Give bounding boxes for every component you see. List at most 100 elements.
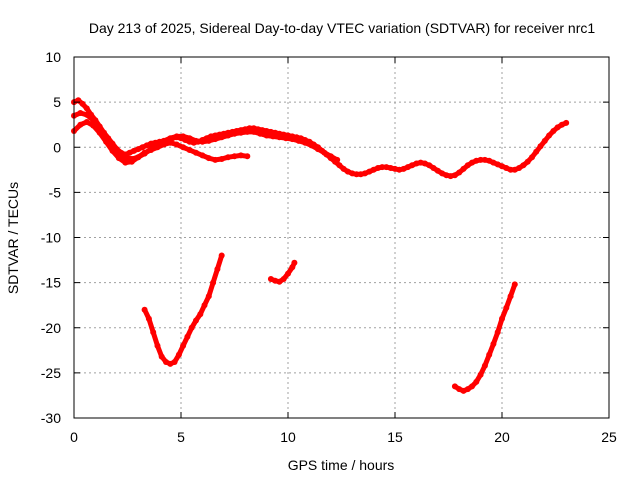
series-arc-6 bbox=[451, 281, 518, 394]
data-point bbox=[451, 383, 458, 390]
data-point bbox=[158, 353, 165, 360]
data-point bbox=[554, 124, 561, 131]
x-tick-label: 20 bbox=[494, 429, 510, 445]
data-point bbox=[340, 165, 347, 172]
data-point bbox=[456, 169, 463, 176]
data-point bbox=[321, 149, 328, 156]
data-point bbox=[90, 122, 97, 129]
data-point bbox=[537, 143, 544, 150]
data-point bbox=[353, 171, 360, 178]
data-point bbox=[276, 134, 283, 141]
data-point bbox=[270, 133, 276, 140]
data-point bbox=[244, 153, 251, 160]
data-point bbox=[186, 135, 193, 142]
data-point bbox=[83, 119, 90, 125]
data-point bbox=[167, 135, 174, 142]
x-tick-label: 10 bbox=[280, 429, 296, 445]
data-point bbox=[184, 333, 191, 340]
data-point bbox=[308, 142, 315, 149]
data-point bbox=[469, 383, 475, 390]
data-point bbox=[218, 252, 225, 259]
data-point bbox=[218, 134, 225, 141]
data-point bbox=[237, 152, 244, 159]
series-line bbox=[452, 281, 518, 394]
data-point bbox=[477, 371, 484, 378]
data-point bbox=[171, 359, 178, 365]
data-point bbox=[503, 304, 510, 311]
y-axis-label: SDTVAR / TECUs bbox=[5, 182, 21, 294]
data-point bbox=[336, 162, 343, 169]
data-point bbox=[205, 293, 212, 300]
data-point bbox=[541, 137, 548, 144]
data-point bbox=[188, 324, 195, 331]
data-point bbox=[426, 162, 433, 169]
series-arc-4 bbox=[141, 252, 225, 367]
grid-lines bbox=[74, 57, 609, 418]
axis-ticks: 0 5 10 15 20 25 -30 -25 -20 -15 -10 -5 0 5 10 bbox=[41, 49, 617, 445]
data-point bbox=[244, 128, 251, 135]
data-point bbox=[434, 167, 441, 174]
data-point bbox=[205, 155, 212, 162]
data-point bbox=[486, 351, 493, 358]
data-point bbox=[83, 105, 90, 112]
data-point bbox=[524, 158, 531, 165]
data-point bbox=[460, 165, 467, 172]
y-tick-label: -25 bbox=[41, 365, 61, 381]
series-arc-3 bbox=[71, 119, 251, 166]
data-point bbox=[199, 138, 206, 145]
data-point bbox=[193, 149, 199, 156]
data-point bbox=[173, 133, 180, 140]
x-axis-label: GPS time / hours bbox=[288, 457, 395, 473]
data-point bbox=[128, 158, 135, 165]
data-point bbox=[237, 129, 244, 136]
data-point bbox=[451, 172, 458, 179]
data-point bbox=[83, 111, 90, 118]
data-point bbox=[115, 155, 122, 162]
data-point bbox=[90, 117, 97, 124]
y-tick-label: -30 bbox=[41, 410, 61, 426]
data-point bbox=[511, 281, 518, 288]
data-point bbox=[210, 279, 217, 286]
data-point bbox=[289, 136, 296, 143]
data-point bbox=[212, 136, 219, 143]
data-point bbox=[473, 378, 480, 385]
data-point bbox=[334, 156, 341, 163]
data-point bbox=[167, 139, 174, 146]
data-point bbox=[122, 159, 129, 166]
data-point bbox=[154, 342, 161, 349]
data-point bbox=[180, 144, 187, 151]
data-point bbox=[218, 156, 225, 162]
x-tick-label: 15 bbox=[387, 429, 403, 445]
data-point bbox=[302, 139, 309, 146]
series-line bbox=[71, 119, 250, 166]
y-tick-label: 5 bbox=[53, 94, 61, 110]
data-point bbox=[145, 315, 152, 322]
data-point bbox=[430, 165, 437, 171]
data-point bbox=[225, 132, 232, 139]
data-point bbox=[160, 141, 167, 148]
data-point bbox=[201, 302, 208, 309]
y-tick-label: -10 bbox=[41, 230, 61, 246]
data-point bbox=[516, 165, 523, 171]
data-point bbox=[109, 147, 116, 154]
data-point bbox=[499, 315, 505, 322]
data-point bbox=[550, 128, 557, 134]
data-point bbox=[212, 156, 219, 163]
data-point bbox=[180, 342, 187, 349]
data-point bbox=[148, 147, 154, 153]
data-point bbox=[141, 306, 148, 313]
data-point bbox=[507, 293, 514, 300]
data-point bbox=[193, 317, 199, 324]
y-tick-label: -5 bbox=[49, 184, 62, 200]
data-point bbox=[205, 137, 212, 144]
data-point bbox=[214, 266, 221, 273]
data-point bbox=[175, 351, 182, 358]
data-point bbox=[282, 135, 289, 142]
chart-title: Day 213 of 2025, Sidereal Day-to-day VTE… bbox=[89, 20, 595, 36]
data-point bbox=[199, 152, 206, 159]
data-point bbox=[291, 259, 298, 266]
data-point bbox=[533, 148, 540, 155]
data-point bbox=[280, 276, 287, 282]
data-point bbox=[154, 144, 161, 151]
data-point bbox=[257, 130, 264, 137]
